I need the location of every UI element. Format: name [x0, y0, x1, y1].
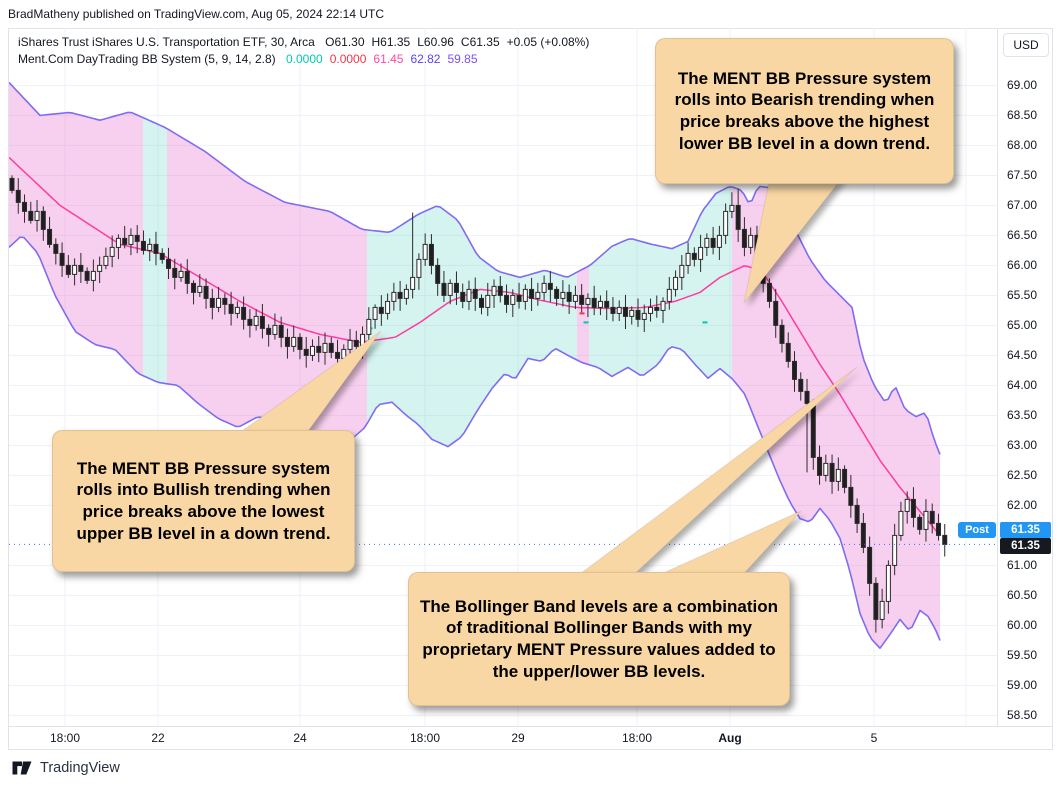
chart-frame	[8, 28, 1053, 750]
price-tick: 63.00	[1007, 438, 1038, 453]
price-tick: 63.50	[1007, 408, 1038, 423]
time-tick: 18:00	[409, 731, 441, 745]
ohlc-value: H61.35	[371, 35, 411, 49]
price-axis[interactable]: 61.35 61.35 69.00 68.50 68.00 67.50 67.00 66.…	[998, 28, 1053, 726]
bb-fill-pink	[9, 82, 143, 376]
currency-toggle-button[interactable]: USD	[1003, 33, 1049, 57]
indicator-value: 59.85	[447, 52, 478, 66]
annotation-text: The MENT BB Pressure system rolls into B…	[674, 68, 935, 153]
tradingview-brand-text[interactable]: TradingView	[40, 760, 120, 776]
indicator-value: 61.45	[373, 52, 404, 66]
price-tick: 58.50	[1007, 708, 1038, 723]
ohlc-value: O61.30	[325, 35, 365, 49]
plot-area	[9, 81, 948, 650]
indicator-value: 62.82	[410, 52, 441, 66]
price-tick: 60.50	[1007, 588, 1038, 603]
price-tick: 68.00	[1007, 138, 1038, 153]
price-tick: 59.50	[1007, 648, 1038, 663]
indicator-value: 0.0000	[286, 52, 323, 66]
price-tick: 65.50	[1007, 288, 1038, 303]
price-tick: 62.00	[1007, 498, 1038, 513]
price-tick: 67.00	[1007, 198, 1038, 213]
price-tick: 65.00	[1007, 318, 1038, 333]
time-tick: 18:00	[49, 731, 81, 745]
post-session-badge: Post	[958, 522, 996, 538]
time-tick: 18:00	[621, 731, 653, 745]
price-tick: 64.00	[1007, 378, 1038, 393]
annotation-bb-levels[interactable]: The Bollinger Band levels are a combinat…	[408, 572, 790, 706]
price-tick: 59.00	[1007, 678, 1038, 693]
signal-marker	[579, 312, 585, 315]
time-tick: 29	[511, 731, 525, 745]
bb-fill-pink	[732, 186, 940, 649]
legend-symbol-row[interactable]: iShares Trust iShares U.S. Transportatio…	[18, 35, 589, 49]
footer: TradingView	[0, 750, 1061, 786]
post-price-label: 61.35	[1000, 522, 1051, 538]
indicator-values: 0.0000 0.0000 61.45 62.82 59.85	[279, 52, 478, 66]
tradingview-logo-icon[interactable]	[12, 760, 32, 776]
legend-indicator-row[interactable]: Ment.Com DayTrading BB System (5, 9, 14,…	[18, 52, 478, 66]
bb-fill-pink	[577, 265, 589, 365]
time-axis[interactable]: 18:00 22 24 18:00 29 18:00 Aug 5	[8, 726, 997, 750]
time-axis-separator	[8, 726, 1053, 727]
price-tick: 66.00	[1007, 258, 1038, 273]
price-axis-separator	[997, 28, 998, 726]
annotation-bearish-trending[interactable]: The MENT BB Pressure system rolls into B…	[655, 38, 954, 184]
price-tick: 60.00	[1007, 618, 1038, 633]
indicator-value: 0.0000	[329, 52, 367, 66]
bb-lower-line	[9, 236, 941, 650]
annotation-bullish-trending[interactable]: The MENT BB Pressure system rolls into B…	[52, 430, 355, 572]
last-price-label: 61.35	[1000, 538, 1051, 554]
bb-fill-teal	[367, 206, 577, 447]
ohlc-value: +0.05 (+0.08%)	[506, 35, 590, 49]
ohlc-value: C61.35	[460, 35, 500, 49]
time-tick: 24	[293, 731, 307, 745]
signal-marker	[583, 321, 589, 324]
annotation-text: The MENT BB Pressure system rolls into B…	[76, 458, 331, 543]
signal-marker	[702, 321, 708, 324]
price-tick: 67.50	[1007, 168, 1038, 183]
price-tick: 61.00	[1007, 558, 1038, 573]
price-tick: 62.50	[1007, 468, 1038, 483]
ohlc-values: O61.30 H61.35 L60.96 C61.35 +0.05 (+0.08%)	[318, 35, 589, 49]
ohlc-value: L60.96	[417, 35, 454, 49]
price-tick: 68.50	[1007, 108, 1038, 123]
price-tick: 64.50	[1007, 348, 1038, 363]
time-tick: 22	[151, 731, 165, 745]
publish-attribution: BradMatheny published on TradingView.com…	[8, 7, 385, 21]
price-tick: 69.00	[1007, 78, 1038, 93]
bb-fill-teal	[589, 186, 732, 379]
annotation-text: The Bollinger Band levels are a combinat…	[419, 596, 779, 681]
time-tick: Aug	[718, 731, 742, 745]
indicator-title: Ment.Com DayTrading BB System (5, 9, 14,…	[18, 52, 276, 66]
price-tick: 66.50	[1007, 228, 1038, 243]
time-tick: 5	[870, 731, 878, 745]
symbol-title: iShares Trust iShares U.S. Transportatio…	[18, 35, 315, 49]
